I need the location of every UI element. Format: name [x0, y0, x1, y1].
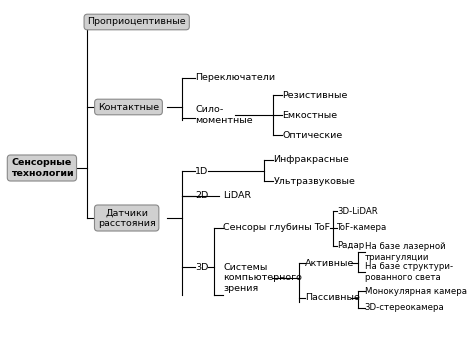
Text: Контактные: Контактные: [98, 102, 159, 112]
Text: Силo-
моментные: Силo- моментные: [195, 105, 252, 125]
Text: 3D-LiDAR: 3D-LiDAR: [337, 207, 377, 215]
Text: 1D: 1D: [195, 166, 208, 176]
Text: На базе структури-
рованного света: На базе структури- рованного света: [364, 262, 452, 282]
Text: Пассивные: Пассивные: [305, 294, 359, 303]
Text: Инфракрасные: Инфракрасные: [273, 155, 348, 164]
Text: 3D-стереокамера: 3D-стереокамера: [364, 304, 443, 312]
Text: Ультразвуковые: Ультразвуковые: [273, 177, 355, 185]
Text: Проприоцептивные: Проприоцептивные: [87, 18, 186, 27]
Text: Сенсорные
технологии: Сенсорные технологии: [10, 158, 73, 178]
Text: Системы
компьютерного
зрения: Системы компьютерного зрения: [223, 263, 301, 293]
Text: Оптические: Оптические: [282, 130, 342, 140]
Text: Переключатели: Переключатели: [195, 73, 275, 83]
Text: На базе лазерной
триангуляции: На базе лазерной триангуляции: [364, 242, 444, 262]
Text: 3D: 3D: [195, 263, 208, 272]
Text: Емкостные: Емкостные: [282, 111, 337, 120]
Text: ToF-камера: ToF-камера: [337, 223, 387, 233]
Text: Радар: Радар: [337, 242, 364, 250]
Text: Сенсоры глубины ToF: Сенсоры глубины ToF: [223, 223, 329, 233]
Text: Датчики
расстояния: Датчики расстояния: [98, 208, 155, 228]
Text: Монокулярная камера: Монокулярная камера: [364, 286, 466, 296]
Text: Активные: Активные: [305, 258, 354, 268]
Text: Резистивные: Резистивные: [282, 91, 347, 99]
Text: LiDAR: LiDAR: [223, 191, 251, 201]
Text: 2D: 2D: [195, 191, 208, 201]
